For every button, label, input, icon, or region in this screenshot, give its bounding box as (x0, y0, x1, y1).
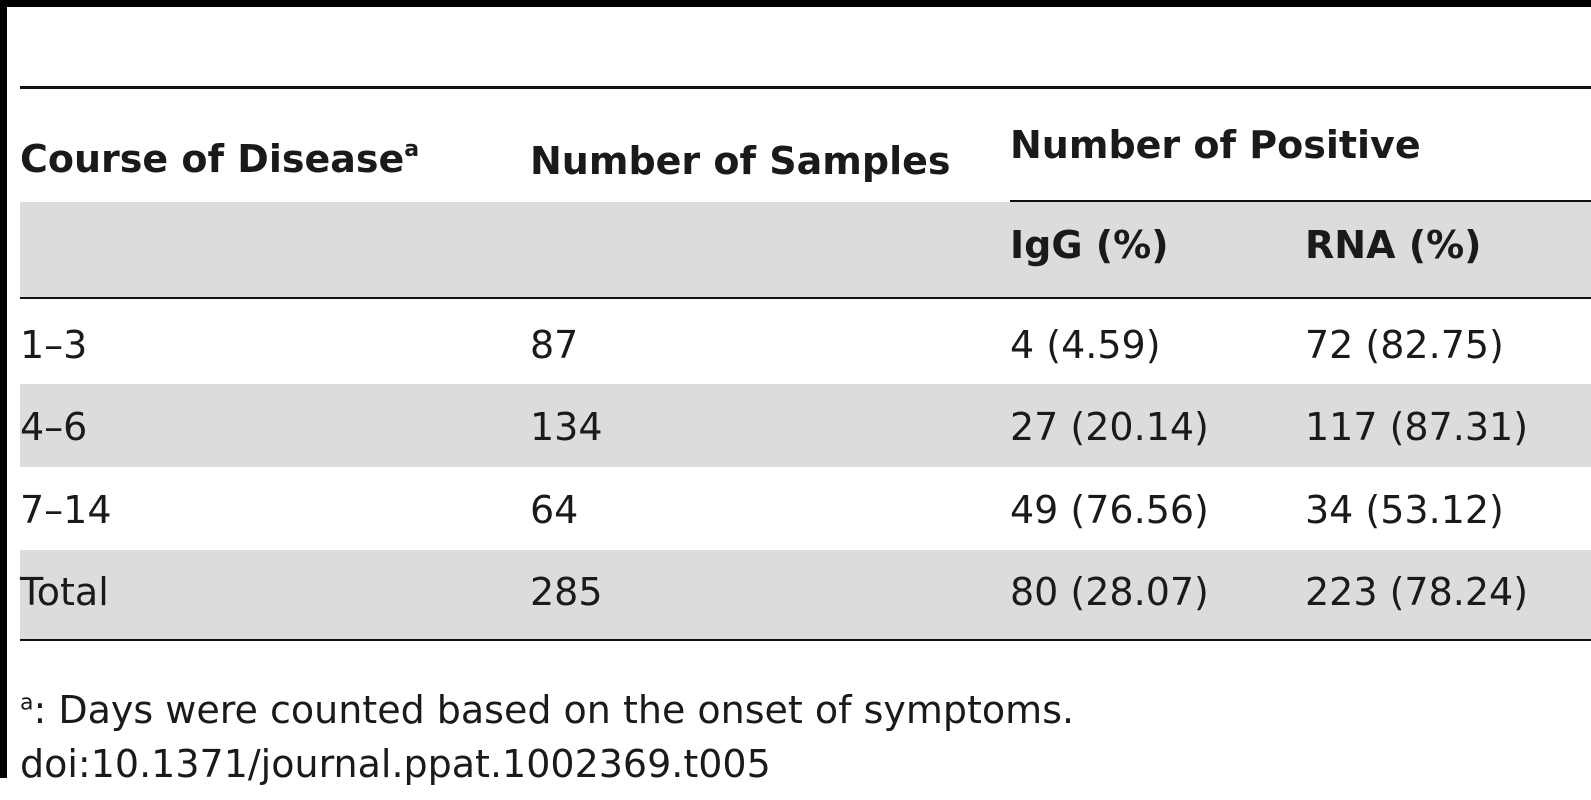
row-2-samples: 134 (530, 405, 603, 449)
footnote: a: Days were counted based on the onset … (20, 688, 1074, 732)
row-1-samples: 87 (530, 323, 579, 367)
header-bottom-rule (20, 297, 1591, 299)
header-number-of-positive: Number of Positive (1010, 123, 1421, 167)
row-1-rna: 72 (82.75) (1305, 323, 1504, 367)
header-igg: IgG (%) (1010, 223, 1169, 267)
subheader-rule (1010, 200, 1591, 202)
table-top-rule (20, 86, 1591, 89)
row-band-2 (20, 384, 1591, 467)
left-border-rule (0, 0, 7, 778)
row-1-course: 1–3 (20, 323, 88, 367)
header-rna: RNA (%) (1305, 223, 1482, 267)
row-4-rna: 223 (78.24) (1305, 570, 1529, 614)
row-4-samples: 285 (530, 570, 603, 614)
row-2-course: 4–6 (20, 405, 88, 449)
row-1-igg: 4 (4.59) (1010, 323, 1161, 367)
doi-link[interactable]: doi:10.1371/journal.ppat.1002369.t005 (20, 742, 771, 786)
row-band-4 (20, 550, 1591, 639)
row-3-igg: 49 (76.56) (1010, 488, 1209, 532)
header-course-footnote-marker: a (404, 137, 420, 163)
table-bottom-rule (20, 639, 1591, 641)
row-4-igg: 80 (28.07) (1010, 570, 1209, 614)
row-2-igg: 27 (20.14) (1010, 405, 1209, 449)
header-course-of-disease: Course of Diseasea (20, 137, 420, 181)
row-4-course: Total (20, 570, 109, 614)
row-3-course: 7–14 (20, 488, 112, 532)
row-3-samples: 64 (530, 488, 579, 532)
header-number-of-samples: Number of Samples (530, 139, 951, 183)
top-border-rule (0, 0, 1591, 7)
footnote-text: : Days were counted based on the onset o… (33, 688, 1075, 732)
subheader-band (20, 202, 1591, 297)
footnote-marker: a (20, 690, 34, 716)
row-3-rna: 34 (53.12) (1305, 488, 1504, 532)
row-2-rna: 117 (87.31) (1305, 405, 1529, 449)
